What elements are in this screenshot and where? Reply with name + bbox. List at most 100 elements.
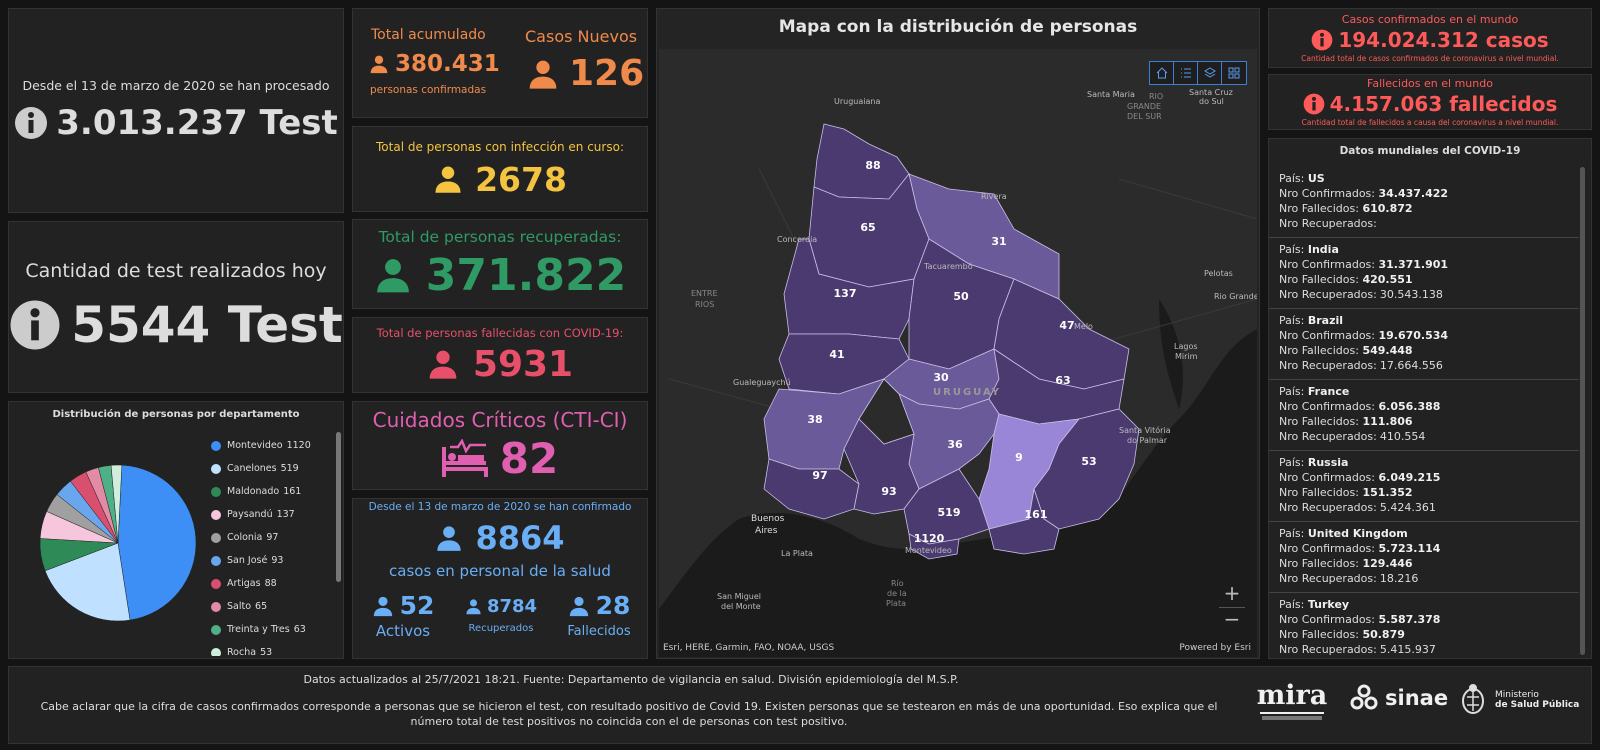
country-deaths: 151.352: [1362, 486, 1413, 499]
place-gualeguaychu: Gualeguaychú: [733, 378, 791, 387]
msp-logo: Ministerio de Salud Pública: [1459, 683, 1579, 717]
tests-today-value: 5544 Test: [71, 296, 343, 354]
world-list[interactable]: País: US Nro Confirmados: 34.437.422 Nro F…: [1269, 167, 1579, 658]
world-list-scrollbar[interactable]: [1580, 167, 1585, 655]
country-confirmed: 6.049.215: [1378, 471, 1441, 484]
legend-label: Paysandú: [227, 509, 273, 520]
department-rocha[interactable]: [1033, 408, 1140, 530]
place-tacuarembo: Tacuarembó: [923, 261, 973, 271]
map-area[interactable]: 88 31 65 137 50 47 41 30 63 38 36 9 53 9…: [659, 49, 1257, 657]
person-icon: [529, 60, 557, 89]
acumulado-value: 380.431: [395, 51, 500, 77]
legend-label: Montevideo: [227, 440, 283, 451]
pie-legend-item[interactable]: Colonia 97: [211, 526, 323, 549]
country-entry: País: Turkey Nro Confirmados: 5.587.378 Nr…: [1269, 593, 1579, 658]
grid-icon: [1228, 67, 1240, 79]
footer-panel: Datos actualizados al 25/7/2021 18:21. F…: [8, 666, 1592, 744]
world-list-title: Datos mundiales del COVID-19: [1339, 145, 1521, 157]
pie-legend-item[interactable]: San José 93: [211, 549, 323, 572]
layers-icon: [1203, 67, 1216, 78]
country-confirmed: 19.670.534: [1378, 329, 1449, 342]
zoom-out-button[interactable]: −: [1219, 607, 1245, 633]
pie-legend-item[interactable]: Canelones 519: [211, 457, 323, 480]
department-maldonado[interactable]: [988, 488, 1060, 555]
pie-legend: Montevideo 1120 Canelones 519 Maldonado 161 Pa…: [211, 434, 323, 656]
field-label: País:: [1279, 527, 1308, 540]
legend-button[interactable]: [1174, 62, 1198, 84]
tests-total-caption: Desde el 13 de marzo de 2020 se han proc…: [22, 78, 330, 93]
legend-swatch: [211, 578, 221, 589]
hospital-bed-icon: [441, 438, 488, 477]
pie-legend-item[interactable]: Paysandú 137: [211, 503, 323, 526]
person-icon: [429, 350, 457, 379]
legend-value: 137: [276, 509, 295, 520]
place-rio-grande: Rio Grande: [1214, 292, 1257, 301]
field-label: Nro Confirmados:: [1279, 400, 1379, 413]
legend-value: 97: [266, 532, 279, 543]
place-rio: RIO: [1149, 92, 1163, 101]
field-label: Nro Fallecidos:: [1279, 273, 1363, 286]
department-artigas[interactable]: [813, 123, 910, 200]
field-label: País:: [1279, 172, 1308, 185]
place-lagos: Lagos: [1174, 342, 1198, 351]
pie-legend-item[interactable]: Maldonado 161: [211, 480, 323, 503]
value-label-artigas: 88: [865, 159, 880, 172]
map-powered-by[interactable]: Powered by Esri: [1179, 643, 1251, 653]
value-label-rio-negro: 41: [829, 348, 844, 361]
value-label-rivera: 31: [991, 235, 1006, 248]
mira-logo-text: mira: [1256, 680, 1328, 711]
pie-legend-item[interactable]: Salto 65: [211, 595, 323, 618]
home-button[interactable]: [1150, 62, 1174, 84]
legend-label: Maldonado: [227, 486, 280, 497]
world-confirmed-value: 194.024.312 casos: [1338, 28, 1549, 52]
pie-legend-item[interactable]: Montevideo 1120: [211, 434, 323, 457]
country-recovered: 18.216: [1379, 572, 1419, 585]
infeccion-panel: Total de personas con infección en curso…: [352, 126, 648, 212]
department-montevideo[interactable]: [908, 533, 960, 560]
person-icon: [569, 596, 588, 616]
department-san-jose[interactable]: [843, 418, 920, 515]
legend-swatch: [211, 463, 221, 474]
legend-value: 63: [293, 624, 306, 635]
list-icon: [1180, 68, 1191, 78]
msp-logo-line1: Ministerio: [1495, 690, 1539, 700]
legend-swatch: [211, 486, 221, 497]
legend-value: 53: [260, 647, 273, 656]
map-canvas[interactable]: 88 31 65 137 50 47 41 30 63 38 36 9 53 9…: [659, 49, 1257, 657]
place-mirim: Mirim: [1175, 352, 1198, 361]
msp-logo-line2: de Salud Pública: [1495, 700, 1580, 710]
field-label: Nro Recuperados:: [1279, 359, 1377, 372]
person-icon: [373, 596, 392, 616]
pie-slice[interactable]: [110, 464, 123, 544]
acumulado-panel: Total acumulado 380.431 personas confirm…: [352, 8, 648, 118]
country-entry: País: Brazil Nro Confirmados: 19.670.534 N…: [1269, 309, 1579, 380]
zoom-in-button[interactable]: +: [1223, 581, 1241, 605]
place-pelotas: Pelotas: [1204, 269, 1233, 278]
legend-swatch: [211, 647, 221, 656]
world-deaths-sub: Cantidad total de fallecidos a causa del…: [1301, 118, 1559, 127]
country-confirmed: 5.587.378: [1378, 613, 1441, 626]
country-deaths: 420.551: [1362, 273, 1413, 286]
value-label-soriano: 38: [807, 413, 822, 426]
field-label: Nro Recuperados:: [1279, 572, 1377, 585]
place-santa-maria: Santa Maria: [1087, 90, 1135, 99]
basemap-button[interactable]: [1222, 62, 1246, 84]
pie-slice[interactable]: [117, 464, 197, 621]
salud-fallecidos-value: 28: [595, 591, 631, 620]
pie-legend-item[interactable]: Artigas 88: [211, 572, 323, 595]
layers-button[interactable]: [1198, 62, 1222, 84]
cti-value: 82: [499, 434, 559, 483]
legend-label: San José: [227, 555, 268, 566]
department-soriano[interactable]: [763, 378, 885, 470]
value-label-san-jose: 93: [881, 485, 896, 498]
pie-slice[interactable]: [44, 542, 131, 622]
place-san-miguel: San Miguel: [717, 592, 761, 601]
mira-logo: mira: [1256, 681, 1328, 727]
pie-legend-scrollbar[interactable]: [336, 432, 341, 582]
pie-legend-item[interactable]: Rocha 53: [211, 641, 323, 656]
place-do-sul: do Sul: [1199, 97, 1224, 106]
coat-of-arms-icon: [1462, 684, 1484, 714]
country-recovered: 5.424.361: [1379, 501, 1436, 514]
pie-legend-item[interactable]: Treinta y Tres 63: [211, 618, 323, 641]
field-label: Nro Fallecidos:: [1279, 486, 1363, 499]
